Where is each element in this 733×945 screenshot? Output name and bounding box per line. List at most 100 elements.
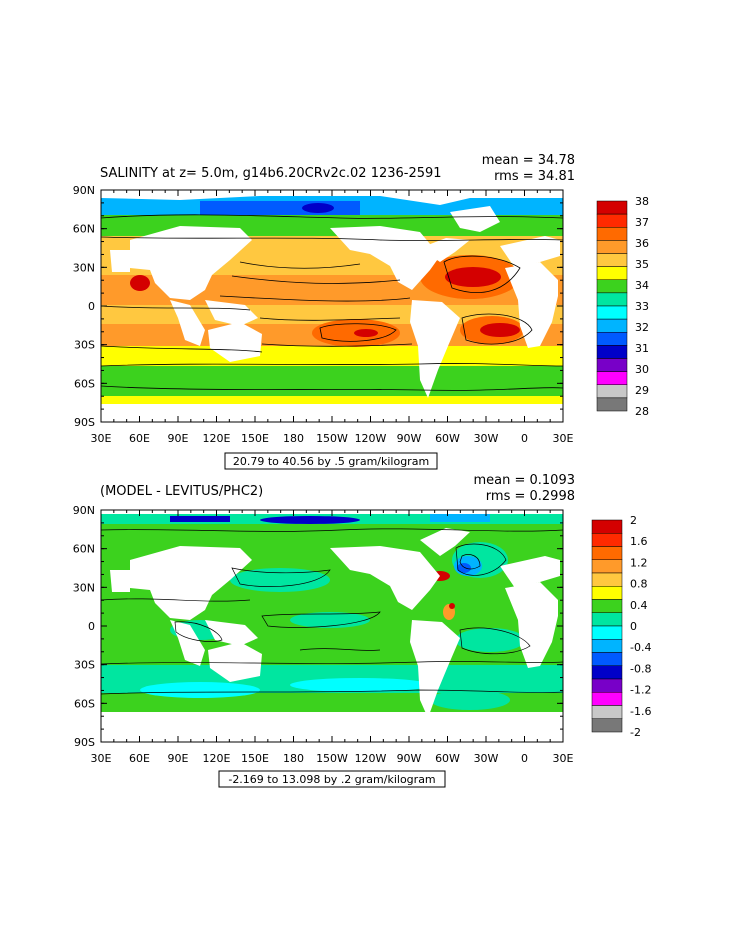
lat-tick-label: 90S <box>74 416 95 429</box>
lat-tick-label: 60S <box>74 697 95 710</box>
legend-label: -2 <box>630 726 641 739</box>
lon-tick-label: 30W <box>474 432 499 445</box>
legend-swatch <box>596 345 628 359</box>
rms-stat: rms = 34.81 <box>494 169 575 184</box>
legend-swatch <box>591 559 623 574</box>
legend-label: 2 <box>630 514 637 527</box>
legend-swatch <box>596 213 628 228</box>
legend-swatch <box>591 546 623 560</box>
mean-stat: mean = 34.78 <box>482 153 575 168</box>
lat-tick-label: 30S <box>74 659 95 672</box>
legend-swatch <box>596 358 628 372</box>
legend-label: 34 <box>635 279 649 292</box>
legend-swatch <box>591 678 623 693</box>
lon-tick-label: 90E <box>168 432 189 445</box>
map-plot <box>100 189 564 423</box>
lat-tick-label: 60N <box>73 543 95 556</box>
latitude-axis: 90N 60N 30N 0 30S 60S 90S <box>73 184 95 429</box>
latitude-axis: 90N 60N 30N 0 30S 60S 90S <box>73 504 95 749</box>
map-plot <box>100 509 564 743</box>
legend-label: 31 <box>635 342 649 355</box>
color-legend: 2 1.6 1.2 0.8 0.4 0 -0.4 -0.8 -1.2 -1.6 -2 <box>591 514 651 739</box>
lon-tick-label: 150W <box>316 432 348 445</box>
legend-swatch <box>596 200 628 215</box>
legend-label: 37 <box>635 216 649 229</box>
lon-tick-label: 0 <box>521 432 528 445</box>
legend-swatch <box>596 384 628 399</box>
legend-swatch <box>596 305 628 320</box>
lon-tick-label: 120E <box>203 432 231 445</box>
legend-label: 33 <box>635 300 649 313</box>
legend-swatch <box>591 705 623 719</box>
legend-label: 35 <box>635 258 649 271</box>
legend-swatch <box>591 652 623 666</box>
legend-swatch <box>596 253 628 267</box>
legend-label: 38 <box>635 195 649 208</box>
lon-tick-label: 0 <box>521 752 528 765</box>
lon-tick-label: 90W <box>397 752 422 765</box>
legend-label: 29 <box>635 384 649 397</box>
legend-label: -0.4 <box>630 641 651 654</box>
legend-swatch <box>596 266 628 280</box>
range-note: 20.79 to 40.56 by .5 gram/kilogram <box>224 452 438 470</box>
rms-stat: rms = 0.2998 <box>486 489 575 504</box>
lon-tick-label: 150W <box>316 752 348 765</box>
legend-label: -1.2 <box>630 684 651 697</box>
lat-tick-label: 30N <box>73 261 95 274</box>
lon-tick-label: 30E <box>91 752 112 765</box>
legend-swatch <box>596 332 628 346</box>
legend-label: -0.8 <box>630 662 651 675</box>
panel-salinity: SALINITY at z= 5.0m, g14b6.20CRv2c.02 12… <box>73 153 649 470</box>
lon-tick-label: 60E <box>129 752 150 765</box>
lat-tick-label: 60S <box>74 377 95 390</box>
lon-tick-label: 60E <box>129 432 150 445</box>
legend-swatch <box>596 240 628 254</box>
lat-tick-label: 90S <box>74 736 95 749</box>
legend-label: 1.2 <box>630 556 648 569</box>
lon-tick-label: 30E <box>91 432 112 445</box>
range-note-text: -2.169 to 13.098 by .2 gram/kilogram <box>228 773 435 786</box>
lat-tick-label: 0 <box>88 620 95 633</box>
legend-swatch <box>591 586 623 600</box>
legend-swatch <box>591 572 623 587</box>
legend-swatch <box>591 533 623 547</box>
panel-difference: (MODEL - LEVITUS/PHC2) mean = 0.1093 rms… <box>73 473 651 788</box>
legend-swatch <box>591 639 623 653</box>
lat-tick-label: 60N <box>73 223 95 236</box>
legend-label: 0 <box>630 620 637 633</box>
legend-swatch <box>591 612 623 627</box>
legend-swatch <box>596 371 628 385</box>
legend-swatch <box>591 599 623 613</box>
lat-tick-label: 30S <box>74 339 95 352</box>
panel-title: (MODEL - LEVITUS/PHC2) <box>100 484 263 499</box>
lat-tick-label: 0 <box>88 300 95 313</box>
legend-label: 30 <box>635 363 649 376</box>
lon-tick-label: 30W <box>474 752 499 765</box>
range-note-text: 20.79 to 40.56 by .5 gram/kilogram <box>233 455 429 468</box>
color-legend: 38 37 36 35 34 33 32 31 30 29 28 <box>596 195 649 418</box>
legend-swatch <box>591 519 623 534</box>
legend-swatch <box>596 279 628 294</box>
legend-label: 0.8 <box>630 578 648 591</box>
legend-swatch <box>591 718 623 733</box>
lon-tick-label: 60W <box>435 752 460 765</box>
lon-tick-label: 120E <box>203 752 231 765</box>
panel-title: SALINITY at z= 5.0m, g14b6.20CRv2c.02 12… <box>100 166 442 181</box>
lon-tick-label: 90E <box>168 752 189 765</box>
legend-swatch <box>596 318 628 333</box>
legend-swatch <box>591 625 623 640</box>
lon-tick-label: 30E <box>553 432 574 445</box>
lon-tick-label: 180 <box>283 432 304 445</box>
lon-tick-label: 120W <box>355 432 387 445</box>
legend-label: -1.6 <box>630 705 651 718</box>
lon-tick-label: 60W <box>435 432 460 445</box>
longitude-axis: 30E 60E 90E 120E 150E 180 150W 120W 90W 60W 30W 0 30… <box>91 752 574 765</box>
legend-swatch <box>596 292 628 307</box>
legend-swatch <box>596 397 628 412</box>
longitude-axis: 30E 60E 90E 120E 150E 180 150W 120W 90W 60W 30W 0 30… <box>91 432 574 445</box>
legend-label: 28 <box>635 405 649 418</box>
legend-swatch <box>591 692 623 706</box>
legend-label: 0.4 <box>630 599 648 612</box>
lon-tick-label: 150E <box>241 752 269 765</box>
